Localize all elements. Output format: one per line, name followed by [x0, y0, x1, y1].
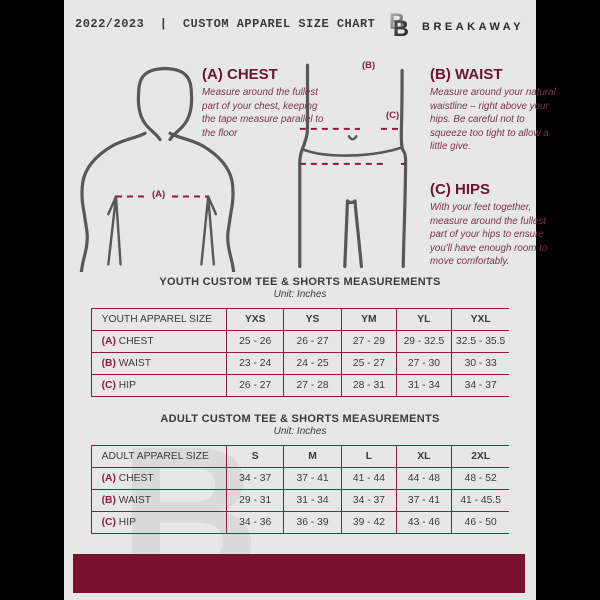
- svg-text:B: B: [393, 16, 409, 41]
